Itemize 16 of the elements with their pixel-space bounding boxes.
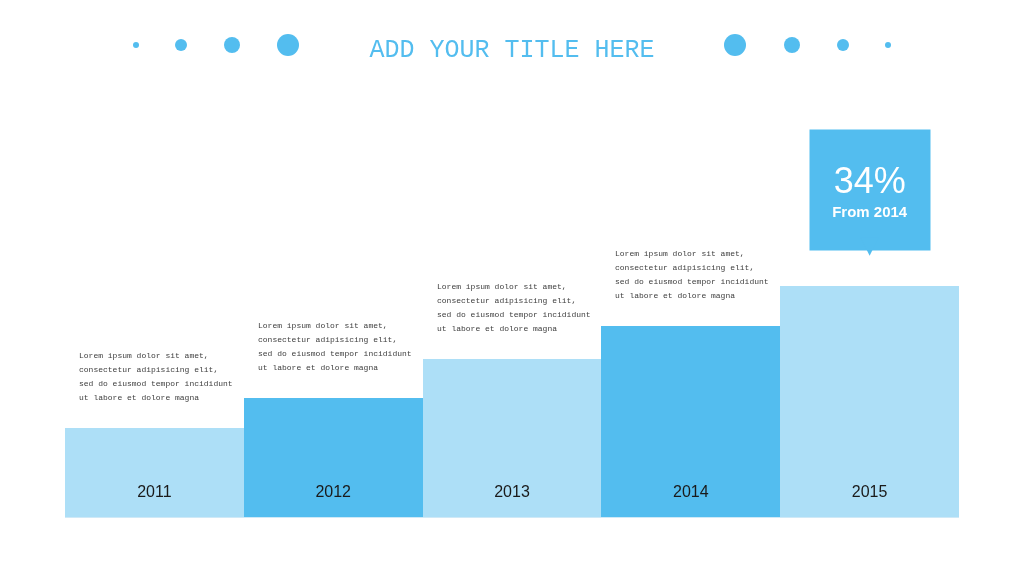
annotation: Lorem ipsum dolor sit amet, consectetur adipisicing elit, sed do eiusmod tempor incididunt ut labore et dolore magna xyxy=(437,282,591,334)
annotation: Lorem ipsum dolor sit amet, consectetur adipisicing elit, sed do eiusmod tempor incididunt ut labore et dolore magna xyxy=(615,249,769,301)
x-tick-label: 2011 xyxy=(137,483,172,500)
x-tick-label: 2014 xyxy=(673,483,709,500)
bar xyxy=(780,286,959,517)
chart-title: ADD YOUR TITLE HERE xyxy=(369,35,655,65)
annotation: Lorem ipsum dolor sit amet, consectetur adipisicing elit, sed do eiusmod tempor incididunt ut labore et dolore magna xyxy=(79,351,233,403)
annotation: 34% From 2014 xyxy=(832,160,908,220)
x-tick-label: 2012 xyxy=(315,483,352,500)
bar xyxy=(244,398,423,517)
bar xyxy=(601,326,780,517)
x-tick-label: 2015 xyxy=(851,483,888,500)
bar xyxy=(423,359,601,517)
bar xyxy=(65,428,244,517)
x-tick-label: 2013 xyxy=(494,483,530,500)
annotation: Lorem ipsum dolor sit amet, consectetur adipisicing elit, sed do eiusmod tempor incididunt ut labore et dolore magna xyxy=(258,321,412,373)
